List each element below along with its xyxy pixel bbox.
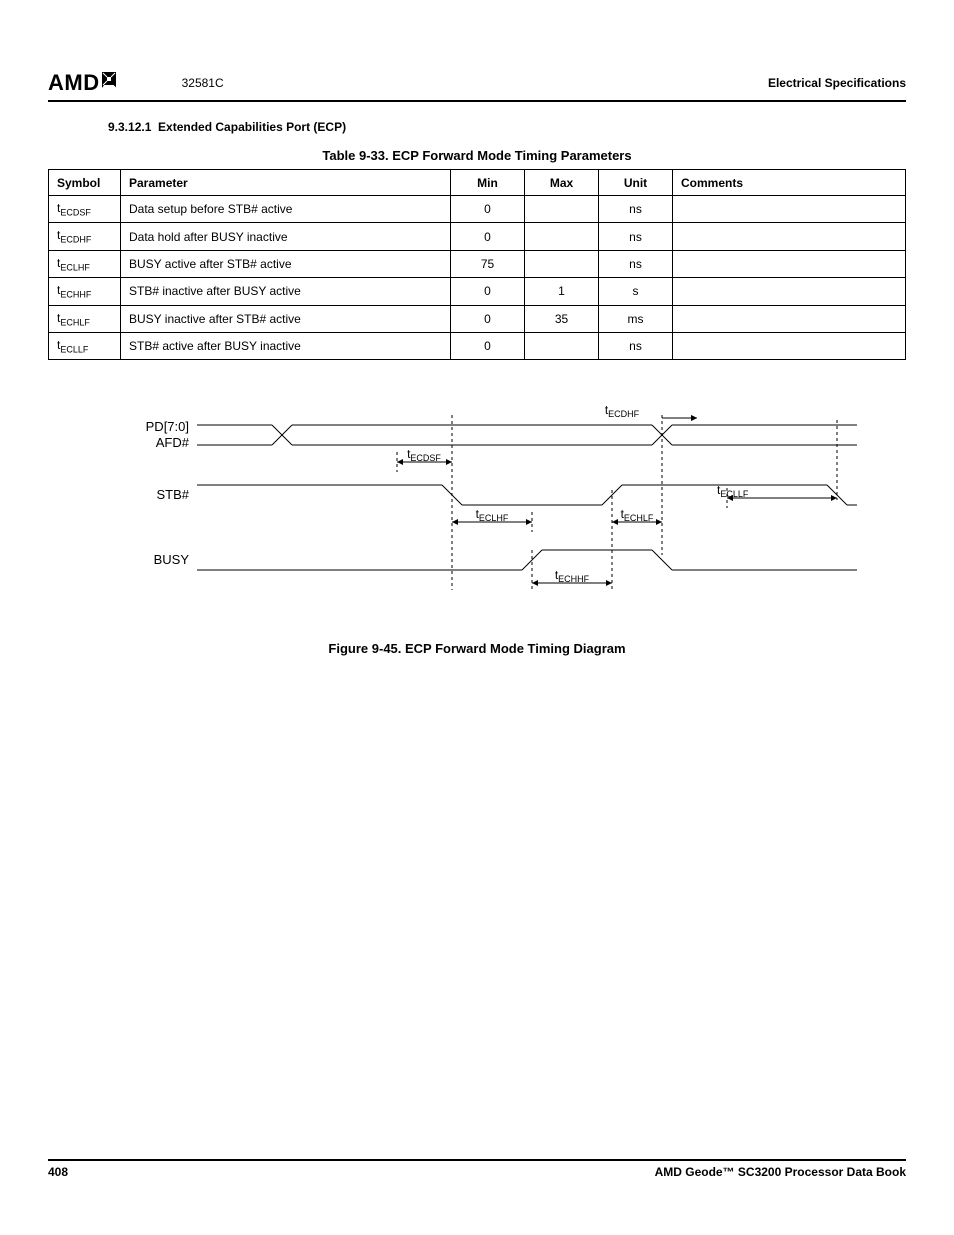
cell-symbol: tECDHF bbox=[49, 223, 121, 250]
table-row: tECDSFData setup before STB# active0 ns bbox=[49, 196, 906, 223]
table-row: tECDHFData hold after BUSY inactive0 ns bbox=[49, 223, 906, 250]
sig-busy-label: BUSY bbox=[154, 552, 190, 567]
cell-comments bbox=[673, 223, 906, 250]
cell-unit: s bbox=[599, 278, 673, 305]
table-row: tECLHFBUSY active after STB# active75 ns bbox=[49, 250, 906, 277]
amd-arrow-icon bbox=[102, 70, 122, 96]
cell-symbol: tECHHF bbox=[49, 278, 121, 305]
col-max: Max bbox=[525, 170, 599, 196]
cell-comments bbox=[673, 250, 906, 277]
amd-logo: AMD bbox=[48, 70, 122, 96]
col-symbol: Symbol bbox=[49, 170, 121, 196]
cell-comments bbox=[673, 196, 906, 223]
col-min: Min bbox=[451, 170, 525, 196]
cell-comments bbox=[673, 278, 906, 305]
page-header: AMD 32581C Electrical Specifications bbox=[48, 70, 906, 102]
figure-caption: Figure 9-45. ECP Forward Mode Timing Dia… bbox=[97, 641, 857, 656]
table-header-row: Symbol Parameter Min Max Unit Comments bbox=[49, 170, 906, 196]
col-comments: Comments bbox=[673, 170, 906, 196]
page-number: 408 bbox=[48, 1165, 68, 1179]
cell-parameter: Data setup before STB# active bbox=[121, 196, 451, 223]
cell-max: 35 bbox=[525, 305, 599, 332]
cell-parameter: STB# active after BUSY inactive bbox=[121, 332, 451, 359]
cell-parameter: BUSY active after STB# active bbox=[121, 250, 451, 277]
cell-comments bbox=[673, 332, 906, 359]
cell-unit: ns bbox=[599, 196, 673, 223]
annot-ecdsf: tECDSF bbox=[407, 447, 441, 463]
cell-min: 75 bbox=[451, 250, 525, 277]
cell-min: 0 bbox=[451, 223, 525, 250]
annot-echhf: tECHHF bbox=[555, 568, 590, 584]
cell-symbol: tECHLF bbox=[49, 305, 121, 332]
cell-comments bbox=[673, 305, 906, 332]
cell-unit: ns bbox=[599, 250, 673, 277]
table-row: tECHLFBUSY inactive after STB# active035… bbox=[49, 305, 906, 332]
table-row: tECLLFSTB# active after BUSY inactive0 ns bbox=[49, 332, 906, 359]
page-footer: 408 AMD Geode™ SC3200 Processor Data Boo… bbox=[48, 1159, 906, 1179]
cell-max bbox=[525, 332, 599, 359]
cell-unit: ns bbox=[599, 332, 673, 359]
annot-echlf: tECHLF bbox=[621, 507, 654, 523]
annot-ecdhf: tECDHF bbox=[605, 403, 640, 419]
col-parameter: Parameter bbox=[121, 170, 451, 196]
section-number: 9.3.12.1 bbox=[108, 120, 151, 134]
sig-pd-label2: AFD# bbox=[156, 435, 190, 450]
header-section: Electrical Specifications bbox=[768, 76, 906, 90]
table-row: tECHHFSTB# inactive after BUSY active01s bbox=[49, 278, 906, 305]
logo-text: AMD bbox=[48, 70, 100, 96]
doc-number: 32581C bbox=[182, 76, 224, 90]
col-unit: Unit bbox=[599, 170, 673, 196]
cell-min: 0 bbox=[451, 332, 525, 359]
table-caption: Table 9-33. ECP Forward Mode Timing Para… bbox=[48, 148, 906, 163]
cell-symbol: tECLHF bbox=[49, 250, 121, 277]
sig-stb-label: STB# bbox=[156, 487, 189, 502]
cell-max: 1 bbox=[525, 278, 599, 305]
footer-book-title: AMD Geode™ SC3200 Processor Data Book bbox=[655, 1165, 906, 1179]
cell-symbol: tECLLF bbox=[49, 332, 121, 359]
section-heading: 9.3.12.1 Extended Capabilities Port (ECP… bbox=[108, 120, 906, 134]
timing-diagram: PD[7:0] AFD# STB# BUSY bbox=[97, 400, 857, 656]
cell-min: 0 bbox=[451, 305, 525, 332]
section-title-text: Extended Capabilities Port (ECP) bbox=[158, 120, 346, 134]
cell-max bbox=[525, 196, 599, 223]
annot-eclhf: tECLHF bbox=[476, 507, 509, 523]
cell-symbol: tECDSF bbox=[49, 196, 121, 223]
cell-min: 0 bbox=[451, 196, 525, 223]
cell-unit: ns bbox=[599, 223, 673, 250]
cell-parameter: Data hold after BUSY inactive bbox=[121, 223, 451, 250]
sig-pd-label1: PD[7:0] bbox=[146, 419, 189, 434]
cell-min: 0 bbox=[451, 278, 525, 305]
timing-parameters-table: Symbol Parameter Min Max Unit Comments t… bbox=[48, 169, 906, 360]
cell-parameter: STB# inactive after BUSY active bbox=[121, 278, 451, 305]
cell-max bbox=[525, 250, 599, 277]
cell-parameter: BUSY inactive after STB# active bbox=[121, 305, 451, 332]
cell-unit: ms bbox=[599, 305, 673, 332]
cell-max bbox=[525, 223, 599, 250]
